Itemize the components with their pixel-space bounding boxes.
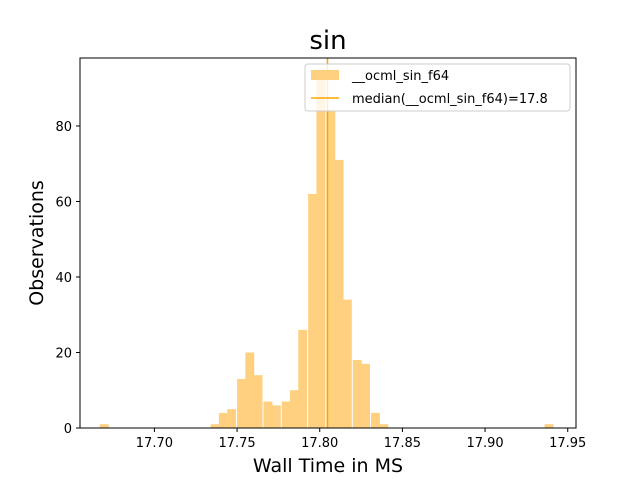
histogram-bar-7	[263, 401, 273, 428]
histogram-bar-21	[544, 424, 554, 428]
histogram-bar-6	[253, 375, 263, 428]
histogram-bar-3	[227, 409, 237, 428]
legend-box	[304, 63, 571, 112]
x-tick-label: 17.75	[218, 436, 255, 451]
histogram-bar-15	[334, 159, 344, 428]
x-tick-label: 17.80	[301, 436, 338, 451]
histogram-bar-14	[326, 110, 336, 429]
bars-layer	[99, 69, 554, 429]
histogram-bar-2	[218, 412, 228, 428]
histogram-bar-20	[379, 424, 389, 428]
x-axis-label: Wall Time in MS	[253, 455, 403, 477]
legend: __ocml_sin_f64 median(__ocml_sin_f64)=17…	[304, 63, 571, 112]
x-axis-ticks: 17.70 17.75 17.80 17.85 17.90 17.95	[136, 428, 586, 451]
histogram-bar-16	[342, 299, 352, 428]
histogram-bar-17	[352, 360, 362, 428]
plot-frame	[79, 57, 577, 429]
y-axis-ticks: 0 20 40 60 80	[55, 120, 80, 437]
histogram-bar-4	[237, 378, 246, 428]
histogram-bar-13	[316, 69, 326, 428]
x-tick-label: 17.95	[549, 436, 586, 451]
legend-patch-histogram	[311, 70, 339, 80]
histogram-bar-5	[245, 352, 255, 428]
histogram-bar-18	[361, 363, 370, 428]
y-tick-label: 0	[64, 422, 72, 437]
legend-label-histogram: __ocml_sin_f64	[351, 69, 449, 84]
histogram-bar-1	[210, 424, 220, 428]
histogram-bar-8	[271, 405, 281, 428]
histogram-bar-10	[289, 390, 299, 428]
x-tick-label: 17.70	[136, 436, 173, 451]
y-tick-label: 20	[55, 346, 72, 361]
chart-title: sin	[309, 26, 346, 56]
histogram-bar-12	[308, 193, 318, 428]
histogram-bar-9	[281, 401, 291, 428]
x-tick-label: 17.85	[384, 436, 421, 451]
histogram-bar-11	[298, 329, 308, 428]
x-tick-label: 17.90	[466, 436, 503, 451]
y-tick-label: 60	[55, 195, 72, 210]
histogram-bar-19	[370, 412, 380, 428]
y-tick-label: 80	[55, 120, 72, 135]
histogram-bar-0	[99, 424, 109, 428]
y-tick-label: 40	[55, 271, 72, 286]
y-axis-label: Observations	[26, 180, 48, 306]
legend-label-median: median(__ocml_sin_f64)=17.8	[352, 92, 548, 107]
